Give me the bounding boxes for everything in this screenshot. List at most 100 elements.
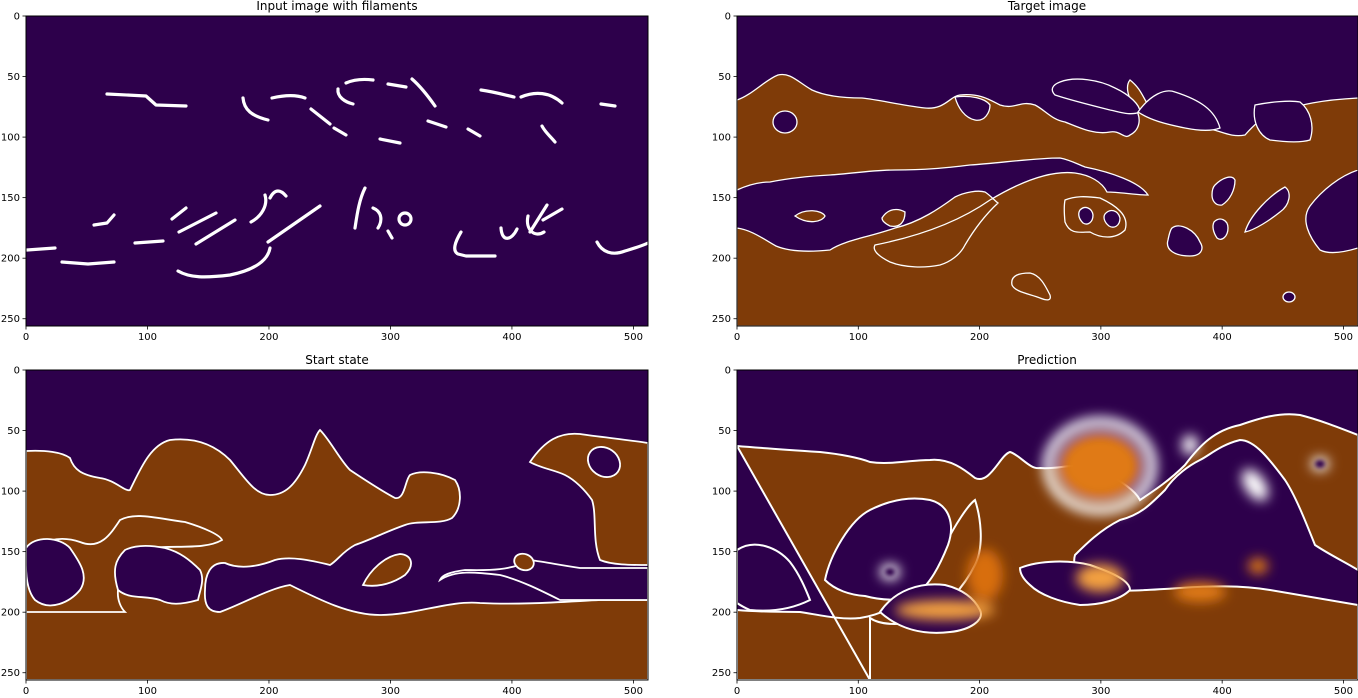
panel-target-frame (736, 15, 1358, 327)
filament (266, 204, 322, 244)
start-region (513, 552, 535, 572)
y-tick-label: 50 (718, 426, 731, 437)
y-tick-label: 250 (1, 668, 20, 679)
x-tick-label: 100 (849, 686, 868, 697)
filament (499, 226, 519, 240)
filament (386, 229, 394, 240)
y-tick-label: 200 (712, 608, 731, 619)
filament (386, 82, 408, 89)
target-region (737, 73, 1358, 326)
start-hole (587, 446, 621, 478)
filament (241, 96, 270, 122)
x-tick-label: 100 (849, 332, 868, 343)
y-tick-label: 150 (712, 547, 731, 558)
x-tick-label: 0 (23, 686, 29, 697)
target-region (793, 210, 826, 223)
prediction-blob (1076, 564, 1124, 592)
y-tick-label: 250 (1, 314, 20, 325)
prediction-blob (1058, 432, 1142, 500)
filament (105, 92, 188, 108)
y-tick-label: 150 (1, 193, 20, 204)
filament (309, 107, 332, 126)
filament (336, 87, 355, 106)
target-region (1011, 272, 1051, 301)
target-hole (1078, 206, 1094, 225)
x-tick-label: 400 (502, 686, 521, 697)
target-hole (1212, 218, 1229, 240)
filament (371, 206, 383, 230)
x-tick-label: 200 (970, 332, 989, 343)
y-tick-label: 0 (725, 12, 731, 23)
filament (176, 246, 272, 279)
y-tick-label: 100 (1, 133, 20, 144)
panel-prediction: Prediction (736, 353, 1358, 681)
x-tick-label: 200 (259, 332, 278, 343)
prediction-hole (823, 497, 952, 601)
prediction-blob (1174, 582, 1226, 602)
y-tick-label: 50 (7, 426, 20, 437)
filament (170, 206, 188, 221)
x-tick-label: 500 (1334, 332, 1353, 343)
filament (25, 246, 57, 252)
filament (479, 88, 516, 99)
filament (599, 102, 617, 108)
panel-title-target: Target image (1007, 0, 1086, 13)
prediction-blob (1248, 558, 1268, 574)
panel-title-start: Start state (305, 353, 369, 367)
start-region (26, 428, 648, 680)
prediction-blob (967, 549, 1003, 601)
filament (344, 77, 375, 85)
x-tick-label: 200 (259, 686, 278, 697)
filament (194, 218, 237, 246)
filament (541, 207, 564, 222)
panel-input-frame (25, 15, 649, 327)
filament (453, 230, 497, 258)
filament (528, 203, 549, 234)
panel-start-frame (25, 369, 649, 681)
y-tick-label: 50 (718, 72, 731, 83)
filament (92, 213, 116, 227)
target-hole (1051, 78, 1141, 115)
target-hole (1282, 291, 1296, 303)
x-tick-label: 500 (624, 686, 643, 697)
y-tick-label: 250 (712, 668, 731, 679)
prediction-hole (737, 543, 812, 612)
filament (60, 260, 116, 266)
start-region (361, 553, 412, 587)
filament (177, 211, 218, 234)
y-tick-label: 0 (14, 366, 20, 377)
x-tick-label: 300 (381, 332, 400, 343)
y-tick-label: 200 (1, 254, 20, 265)
prediction-blob (1241, 469, 1269, 501)
filament (249, 193, 268, 224)
target-hole (1103, 209, 1121, 228)
filament (353, 186, 367, 230)
filament (519, 91, 564, 105)
filaments (25, 77, 650, 279)
y-tick-label: 100 (712, 133, 731, 144)
filament (426, 119, 448, 129)
x-tick-label: 400 (1213, 332, 1232, 343)
filament (466, 127, 482, 138)
y-tick-label: 100 (1, 487, 20, 498)
filament (595, 240, 650, 255)
x-tick-label: 500 (1334, 686, 1353, 697)
start-hole (438, 559, 648, 601)
x-tick-label: 300 (1091, 686, 1110, 697)
x-tick-label: 0 (734, 332, 740, 343)
filament (332, 126, 348, 137)
filament (540, 124, 557, 144)
panel-input: Input image with filaments (25, 0, 650, 327)
panel-start: Start state (25, 353, 649, 681)
target-hole (1244, 186, 1290, 233)
start-hole (26, 538, 85, 607)
target-hole (1211, 176, 1236, 206)
x-tick-label: 500 (624, 332, 643, 343)
filament (270, 94, 307, 100)
filament (133, 239, 165, 245)
target-hole (1253, 100, 1313, 143)
target-hole (1166, 225, 1203, 257)
y-tick-label: 250 (712, 314, 731, 325)
filament (378, 137, 402, 145)
